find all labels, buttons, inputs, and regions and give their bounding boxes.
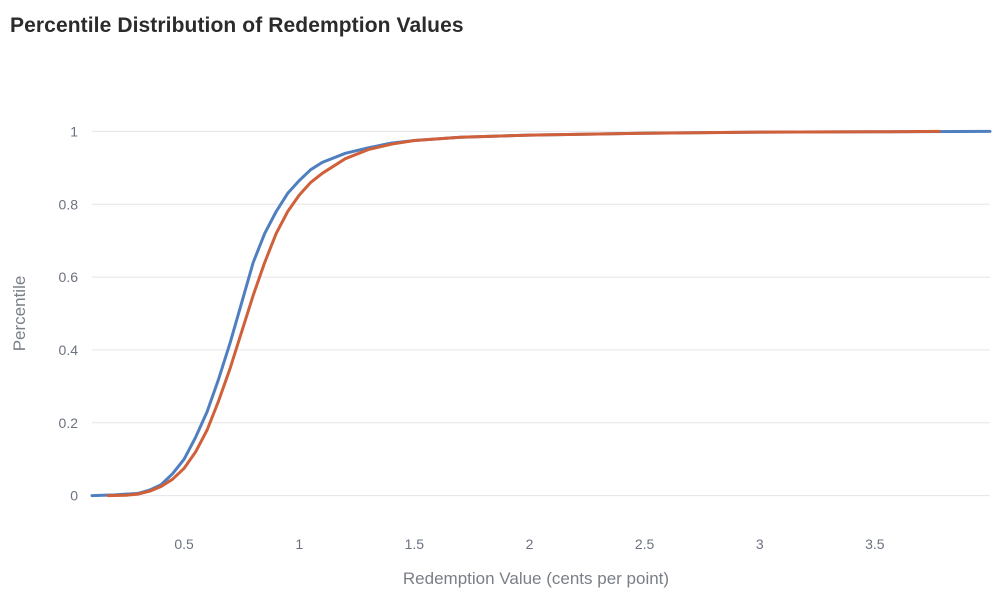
- x-tick-label: 0.5: [174, 536, 194, 552]
- y-axis-title: Percentile: [10, 276, 29, 352]
- y-tick-label: 0.4: [59, 342, 79, 358]
- x-tick-label: 3.5: [865, 536, 885, 552]
- y-tick-label: 0.2: [59, 415, 79, 431]
- gridlines: [92, 130, 990, 497]
- series-lines: [90, 129, 992, 498]
- y-tick-label: 0.6: [59, 269, 79, 285]
- y-tick-label: 0.8: [59, 196, 79, 212]
- x-axis-title: Redemption Value (cents per point): [403, 569, 669, 588]
- x-axis-ticks: 0.5 1 1.5 2 2.5 3 3.5: [174, 536, 884, 552]
- series-line: [90, 129, 992, 498]
- chart-title: Percentile Distribution of Redemption Va…: [10, 14, 464, 37]
- y-axis-ticks: 0 0.2 0.4 0.6 0.8 1: [59, 123, 79, 503]
- x-tick-label: 2.5: [635, 536, 655, 552]
- y-tick-label: 0: [70, 488, 78, 504]
- x-tick-label: 2: [526, 536, 534, 552]
- x-tick-label: 1: [295, 536, 303, 552]
- series-line: [106, 129, 941, 498]
- y-tick-label: 1: [70, 123, 78, 139]
- x-tick-label: 1.5: [405, 536, 425, 552]
- x-tick-label: 3: [756, 536, 764, 552]
